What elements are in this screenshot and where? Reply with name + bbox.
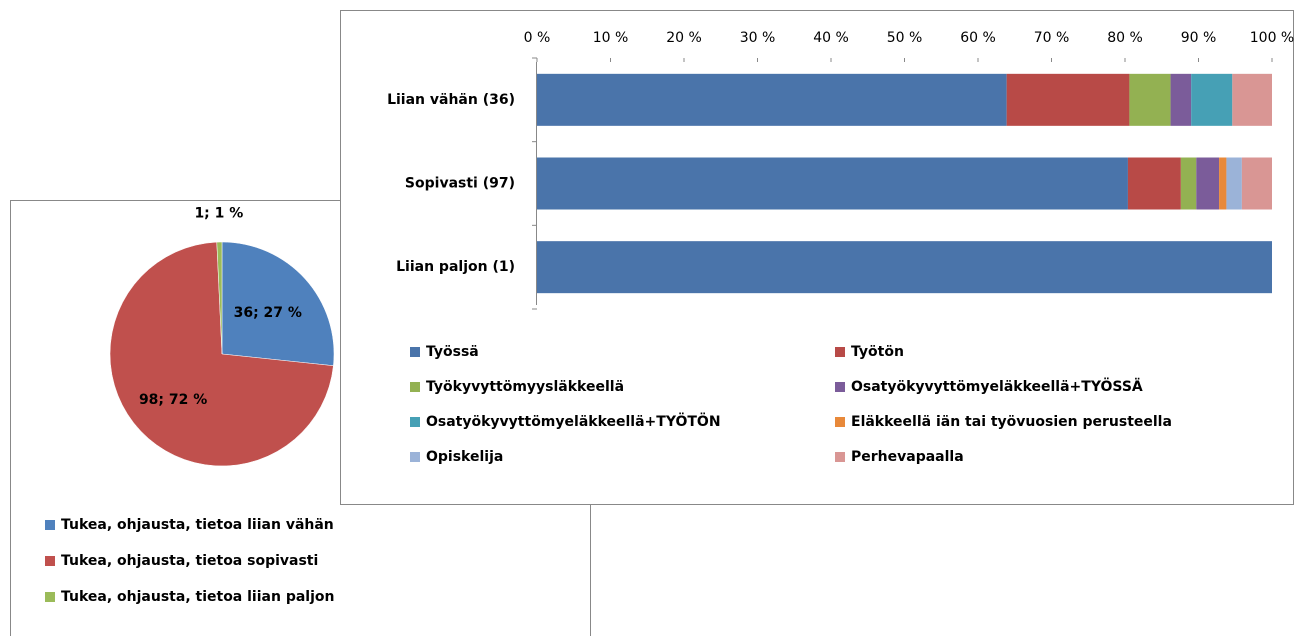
x-tick-label: 40 %: [813, 30, 849, 46]
x-tick-label: 80 %: [1107, 30, 1143, 46]
legend-swatch: [410, 452, 420, 462]
bar-segment: [1232, 73, 1272, 126]
legend-swatch: [45, 556, 55, 566]
bar-segment: [537, 241, 1272, 294]
x-tick-label: 90 %: [1181, 30, 1217, 46]
x-tick-label: 30 %: [740, 30, 776, 46]
legend-swatch: [835, 382, 845, 392]
y-tick-label: Sopivasti (97): [405, 176, 515, 192]
legend-label: Tukea, ohjausta, tietoa liian paljon: [61, 589, 334, 605]
legend-swatch: [410, 417, 420, 427]
bar-segment: [537, 157, 1128, 210]
legend-label: Työtön: [851, 344, 904, 360]
pie-slice: [216, 241, 223, 355]
pie-slice: [109, 241, 334, 467]
legend-swatch: [835, 452, 845, 462]
x-tick-label: 0 %: [524, 30, 551, 46]
bar-segment: [1170, 73, 1192, 126]
legend-label: Eläkkeellä iän tai työvuosien perusteell…: [851, 414, 1172, 430]
data-label: 36; 27 %: [234, 305, 302, 321]
legend-label: Tukea, ohjausta, tietoa sopivasti: [61, 553, 318, 569]
bar-segment: [1129, 73, 1171, 126]
legend-label: Tukea, ohjausta, tietoa liian vähän: [61, 517, 334, 533]
pie-slice: [221, 241, 335, 366]
bar-segment: [1180, 157, 1197, 210]
legend-label: Osatyökyvyttömyeläkkeellä+TYÖTÖN: [426, 412, 721, 430]
bar-segment: [537, 73, 1007, 126]
legend-swatch: [835, 417, 845, 427]
legend-swatch: [45, 592, 55, 602]
legend-label: Perhevapaalla: [851, 449, 964, 465]
bar-segment: [1241, 157, 1272, 210]
legend-label: Opiskelija: [426, 449, 503, 465]
data-label: 1; 1 %: [194, 206, 243, 222]
legend-label: Työkyvyttömyysläkkeellä: [426, 379, 624, 395]
bar-segment: [1006, 73, 1130, 126]
legend-swatch: [835, 347, 845, 357]
x-tick-label: 10 %: [593, 30, 629, 46]
bar-segment: [1127, 157, 1181, 210]
bar-segment: [1191, 73, 1233, 126]
x-tick-label: 20 %: [666, 30, 702, 46]
legend-swatch: [410, 382, 420, 392]
legend-label: Työssä: [426, 344, 479, 360]
bar-segment: [1219, 157, 1227, 210]
y-tick-label: Liian paljon (1): [396, 259, 515, 275]
x-tick-label: 60 %: [960, 30, 996, 46]
legend-label: Osatyökyvyttömyeläkkeellä+TYÖSSÄ: [851, 377, 1143, 395]
x-tick-label: 70 %: [1034, 30, 1070, 46]
bar-segment: [1226, 157, 1242, 210]
y-tick-label: Liian vähän (36): [387, 92, 515, 108]
bar-segment: [1196, 157, 1220, 210]
x-tick-label: 50 %: [887, 30, 923, 46]
x-tick-label: 100 %: [1250, 30, 1294, 46]
data-label: 98; 72 %: [139, 392, 207, 408]
legend-swatch: [45, 520, 55, 530]
legend-swatch: [410, 347, 420, 357]
